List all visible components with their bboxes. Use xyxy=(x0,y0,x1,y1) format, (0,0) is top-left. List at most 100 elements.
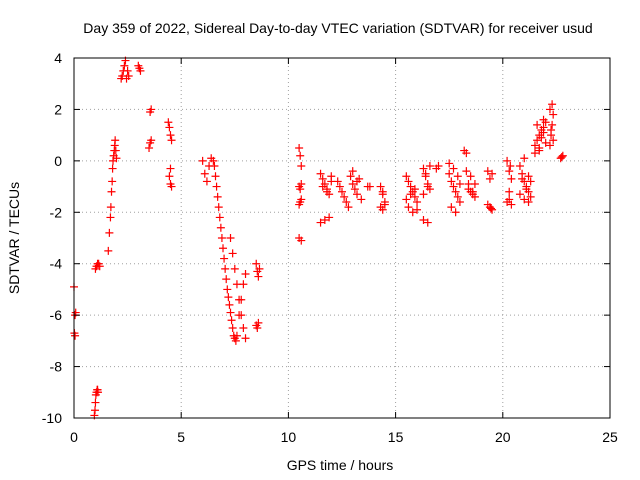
data-point xyxy=(213,192,222,201)
data-point xyxy=(111,146,120,155)
data-point xyxy=(506,162,515,170)
plot-frame xyxy=(73,57,611,419)
data-point xyxy=(104,246,113,255)
data-point xyxy=(217,234,226,242)
data-point xyxy=(214,203,223,212)
axis-ticks xyxy=(73,57,611,419)
data-point xyxy=(526,177,535,186)
data-point xyxy=(466,172,475,181)
data-point xyxy=(533,136,542,145)
data-point xyxy=(107,187,116,196)
data-point xyxy=(545,141,554,150)
data-point xyxy=(549,136,558,145)
data-point xyxy=(545,105,554,114)
data-point xyxy=(295,144,304,152)
data-point xyxy=(520,195,529,204)
data-point xyxy=(91,398,100,407)
data-point xyxy=(227,316,236,325)
data-point xyxy=(380,200,389,209)
data-point xyxy=(252,259,261,268)
data-point xyxy=(253,324,262,332)
data-point xyxy=(549,110,558,119)
data-point xyxy=(338,187,346,196)
data-point xyxy=(413,198,422,206)
data-point xyxy=(462,167,471,176)
data-point xyxy=(91,406,100,415)
data-point xyxy=(408,208,417,217)
data-point xyxy=(524,172,533,181)
data-point xyxy=(198,156,207,165)
data-point xyxy=(255,264,264,273)
data-point xyxy=(410,192,419,201)
data-point xyxy=(503,156,512,165)
data-point xyxy=(228,324,237,332)
x-tick-label: 10 xyxy=(281,429,297,445)
data-point xyxy=(406,182,415,191)
data-point xyxy=(111,136,120,145)
data-point xyxy=(225,300,234,309)
data-point xyxy=(316,169,325,178)
data-point xyxy=(449,164,458,173)
data-points xyxy=(70,56,567,420)
data-point xyxy=(333,177,342,186)
data-point xyxy=(455,180,464,188)
data-point xyxy=(216,223,225,232)
data-point xyxy=(297,162,306,170)
data-point xyxy=(413,205,422,214)
data-point xyxy=(453,192,462,201)
data-point xyxy=(488,205,497,214)
data-point xyxy=(419,216,428,224)
data-point xyxy=(451,208,460,217)
data-point xyxy=(378,205,387,214)
data-point xyxy=(455,198,464,206)
data-point xyxy=(535,144,544,152)
data-point xyxy=(402,172,411,181)
data-point xyxy=(228,249,237,258)
data-point xyxy=(548,100,557,109)
data-point xyxy=(406,190,415,199)
data-point xyxy=(423,218,432,227)
data-point xyxy=(215,213,224,222)
data-point xyxy=(235,295,244,304)
data-point xyxy=(164,118,173,127)
data-point xyxy=(297,236,306,245)
data-point xyxy=(533,120,542,129)
data-point xyxy=(488,169,497,178)
y-tick-label: 4 xyxy=(54,50,62,66)
data-point xyxy=(222,275,231,284)
data-point xyxy=(318,182,327,191)
data-point xyxy=(95,262,104,271)
data-point xyxy=(232,331,241,340)
data-point xyxy=(342,198,351,206)
data-point xyxy=(232,280,241,289)
data-point xyxy=(108,177,117,186)
data-point xyxy=(167,182,176,191)
data-point xyxy=(94,388,103,397)
data-point xyxy=(239,324,248,332)
data-point xyxy=(105,228,114,237)
y-tick-label: -8 xyxy=(50,359,63,375)
data-point xyxy=(539,128,548,137)
data-point xyxy=(325,213,334,222)
y-tick-label: -6 xyxy=(50,307,63,323)
grid xyxy=(74,58,610,418)
data-point xyxy=(537,133,546,142)
y-axis-label: SDTVAR / TECUs xyxy=(6,182,22,294)
data-point xyxy=(483,167,492,176)
data-point xyxy=(220,254,229,263)
x-tick-label: 0 xyxy=(70,429,78,445)
data-point xyxy=(468,187,477,196)
data-point xyxy=(421,169,430,178)
data-point xyxy=(231,336,240,345)
data-point xyxy=(558,151,567,160)
data-point xyxy=(348,167,357,176)
data-point xyxy=(530,149,539,158)
data-point xyxy=(419,190,428,199)
data-point xyxy=(445,169,454,178)
data-point xyxy=(224,293,233,302)
data-point xyxy=(200,169,209,178)
data-point xyxy=(340,192,349,201)
y-tick-label: -4 xyxy=(50,256,63,272)
data-point xyxy=(71,331,80,340)
data-point xyxy=(365,182,374,191)
